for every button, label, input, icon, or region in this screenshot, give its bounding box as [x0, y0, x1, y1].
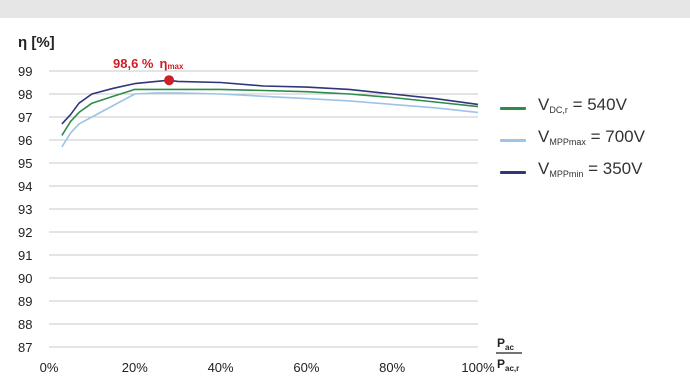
x-label-numerator: Pac [497, 336, 514, 352]
eta-symbol: η [159, 56, 167, 71]
y-tick-98: 98 [18, 87, 32, 102]
legend-label-mppmin: VMPPmin = 350V [538, 159, 643, 179]
x-axis-label: Pac Pac,r [496, 336, 522, 373]
series-lines [61, 79, 479, 148]
x-tick-20: 20% [122, 360, 148, 375]
max-efficiency-value: 98,6 % [113, 56, 154, 71]
y-tick-labels: 87 88 89 90 91 92 93 94 95 96 97 98 99 [18, 64, 32, 355]
legend-label-mppmax: VMPPmax = 700V [538, 127, 645, 147]
y-tick-89: 89 [18, 294, 32, 309]
x-tick-0: 0% [40, 360, 59, 375]
y-tick-99: 99 [18, 64, 32, 79]
legend-item-dc: VDC,r = 540V [500, 95, 685, 125]
x-tick-100: 100% [461, 360, 495, 375]
legend-swatch-dc [500, 107, 526, 110]
legend-swatch-mppmin [500, 171, 526, 174]
legend-swatch-mppmax [500, 139, 526, 142]
grid [49, 70, 478, 348]
legend: VDC,r = 540V VMPPmax = 700V VMPPmin = 35… [500, 95, 685, 191]
x-tick-labels: 0% 20% 40% 60% 80% 100% [40, 360, 495, 375]
legend-item-mppmin: VMPPmin = 350V [500, 159, 685, 189]
legend-label-dc: VDC,r = 540V [538, 95, 627, 115]
header-band [0, 0, 690, 18]
y-tick-87: 87 [18, 340, 32, 355]
y-tick-94: 94 [18, 179, 32, 194]
max-efficiency-label: 98,6 % ηmax [113, 56, 184, 71]
x-tick-60: 60% [293, 360, 319, 375]
y-tick-96: 96 [18, 133, 32, 148]
y-tick-88: 88 [18, 317, 32, 332]
series-line-1 [61, 92, 479, 148]
y-tick-91: 91 [18, 248, 32, 263]
legend-item-mppmax: VMPPmax = 700V [500, 127, 685, 157]
y-tick-92: 92 [18, 225, 32, 240]
y-axis-label: η [%] [18, 34, 55, 51]
series-line-0 [61, 88, 479, 136]
eta-max-subscript: max [167, 62, 184, 71]
y-tick-95: 95 [18, 156, 32, 171]
max-efficiency-point [164, 75, 175, 86]
max-efficiency-annotation: 98,6 % ηmax [113, 56, 184, 86]
y-tick-93: 93 [18, 202, 32, 217]
x-tick-40: 40% [208, 360, 234, 375]
y-tick-90: 90 [18, 271, 32, 286]
y-tick-97: 97 [18, 110, 32, 125]
x-label-denominator: Pac,r [497, 357, 519, 373]
x-tick-80: 80% [379, 360, 405, 375]
